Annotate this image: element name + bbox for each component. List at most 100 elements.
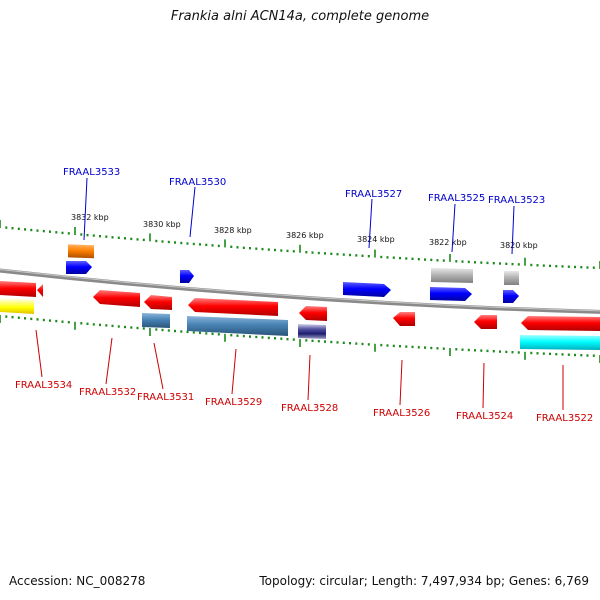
ruler-minor-tick: [55, 319, 58, 323]
gene-fraal3527-arrow[interactable]: [343, 282, 391, 297]
ruler-minor-tick: [580, 354, 583, 357]
ruler-major-tick: [449, 348, 451, 356]
ruler-minor-tick: [330, 340, 333, 344]
gene-label-fraal3526[interactable]: FRAAL3526: [373, 408, 430, 419]
ruler-major-tick: [524, 351, 526, 360]
gene-fraal3529-arrow[interactable]: [188, 298, 278, 316]
gene-label-fraal3534[interactable]: FRAAL3534: [15, 380, 72, 391]
ruler-minor-tick: [480, 349, 483, 352]
gene-label-fraal3529[interactable]: FRAAL3529: [205, 397, 262, 408]
ruler-major-tick: [524, 257, 526, 266]
ruler-minor-tick: [549, 352, 551, 356]
gene-fraal3522-box[interactable]: [520, 335, 600, 350]
ruler-minor-tick: [17, 227, 20, 230]
gene-label-fraal3527[interactable]: FRAAL3527: [345, 189, 402, 200]
ruler-minor-tick: [255, 247, 258, 250]
ruler-minor-tick: [111, 324, 114, 328]
ruler-minor-tick: [155, 328, 158, 331]
gene-label-fraal3532[interactable]: FRAAL3532: [79, 387, 136, 398]
ruler-minor-tick: [480, 261, 483, 264]
gene-fraal3523-box[interactable]: [504, 271, 519, 285]
gene-fraal3523-arrow[interactable]: [503, 290, 519, 303]
ruler-minor-tick: [55, 231, 58, 234]
ruler-minor-tick: [574, 265, 576, 269]
gene-fraal3522-arrow[interactable]: [521, 316, 600, 331]
ruler-minor-tick: [574, 353, 576, 357]
genome-backbone: [0, 268, 600, 314]
ruler-minor-tick: [536, 352, 539, 355]
ruler-minor-tick: [261, 247, 264, 251]
gene-fraal3524-arrow[interactable]: [474, 315, 497, 329]
gene-fraal3529-box[interactable]: [187, 316, 288, 336]
ruler-minor-tick: [424, 258, 426, 261]
ruler-minor-tick: [80, 233, 83, 236]
ruler-minor-tick: [24, 317, 26, 320]
ruler-minor-tick: [199, 243, 201, 246]
ruler-tick-label: 3824 kbp: [357, 235, 395, 244]
gene-label-fraal3523[interactable]: FRAAL3523: [488, 195, 545, 206]
ruler-minor-tick: [580, 266, 583, 269]
ruler-minor-tick: [336, 253, 339, 256]
ruler-minor-tick: [430, 258, 433, 262]
ruler-minor-tick: [567, 353, 570, 356]
gene-fraal3532-arrow[interactable]: [93, 290, 140, 307]
ruler-minor-tick: [142, 238, 145, 242]
gene-fraal3534-arrow[interactable]: [0, 281, 36, 297]
ruler-minor-tick: [267, 248, 270, 251]
ruler-minor-tick: [161, 240, 164, 243]
ruler-minor-tick: [174, 329, 176, 333]
ruler-major-tick: [0, 220, 1, 228]
ruler-minor-tick: [117, 325, 120, 328]
ruler-minor-tick: [474, 261, 476, 264]
gene-label-fraal3525[interactable]: FRAAL3525: [428, 193, 485, 204]
gene-fraal3534-box[interactable]: [0, 298, 34, 314]
genome-backbone-highlight: [0, 269, 600, 312]
gene-fraal3525-arrow[interactable]: [430, 287, 472, 301]
ruler-minor-tick: [286, 249, 289, 253]
gene-label-fraal3528[interactable]: FRAAL3528: [281, 403, 338, 414]
gene-label-fraal3531[interactable]: FRAAL3531: [137, 392, 194, 403]
gene-fraal3530-arrow[interactable]: [180, 270, 194, 283]
gene-fraal3534-arrowhead[interactable]: [37, 284, 43, 297]
ruler-minor-tick: [361, 254, 364, 257]
ruler-minor-tick: [236, 246, 239, 249]
ruler-minor-tick: [49, 230, 51, 233]
gene-label-fraal3530[interactable]: FRAAL3530: [169, 177, 226, 188]
ruler-minor-tick: [405, 257, 408, 260]
ruler-minor-tick: [511, 351, 514, 354]
gene-fraal3531-box[interactable]: [142, 313, 170, 328]
ruler-major-tick: [374, 249, 376, 258]
gene-fraal3528-box[interactable]: [298, 324, 326, 339]
ruler-major-tick: [224, 239, 226, 248]
gene-fraal3531-arrow[interactable]: [144, 295, 172, 310]
ruler-minor-tick: [517, 351, 520, 354]
ruler-major-tick: [374, 343, 376, 352]
gene-fraal3533-arrow[interactable]: [66, 261, 92, 274]
gene-fraal3526-arrow[interactable]: [393, 312, 415, 326]
gene-label-fraal3533[interactable]: FRAAL3533: [63, 167, 120, 178]
gene-fraal3525-box[interactable]: [431, 268, 473, 283]
gene-fraal3528-arrow[interactable]: [299, 306, 327, 321]
ruler-minor-tick: [130, 326, 133, 329]
ruler-minor-tick: [430, 346, 433, 350]
gene-label-fraal3522[interactable]: FRAAL3522: [536, 413, 593, 424]
ruler-minor-tick: [205, 332, 208, 335]
ruler-minor-tick: [36, 229, 39, 232]
ruler-minor-tick: [511, 262, 514, 266]
ruler-minor-tick: [217, 333, 220, 336]
ruler-minor-tick: [274, 337, 276, 340]
ruler-minor-tick: [130, 237, 133, 241]
ruler-minor-tick: [67, 321, 70, 324]
ruler-minor-tick: [311, 251, 314, 254]
gene-label-fraal3524[interactable]: FRAAL3524: [456, 411, 513, 422]
ruler-minor-tick: [199, 331, 201, 335]
ruler-minor-tick: [411, 345, 414, 349]
ruler-minor-tick: [530, 263, 533, 267]
ruler-minor-tick: [386, 256, 389, 259]
gene-labels-top: FRAAL3533 FRAAL3530 FRAAL3527 FRAAL3525 …: [63, 167, 545, 206]
ruler-major-tick: [299, 339, 301, 347]
gene-fraal3533-box[interactable]: [68, 244, 94, 259]
ruler-minor-tick: [174, 241, 176, 244]
ruler-minor-tick: [455, 348, 458, 351]
ruler-minor-tick: [492, 350, 495, 353]
